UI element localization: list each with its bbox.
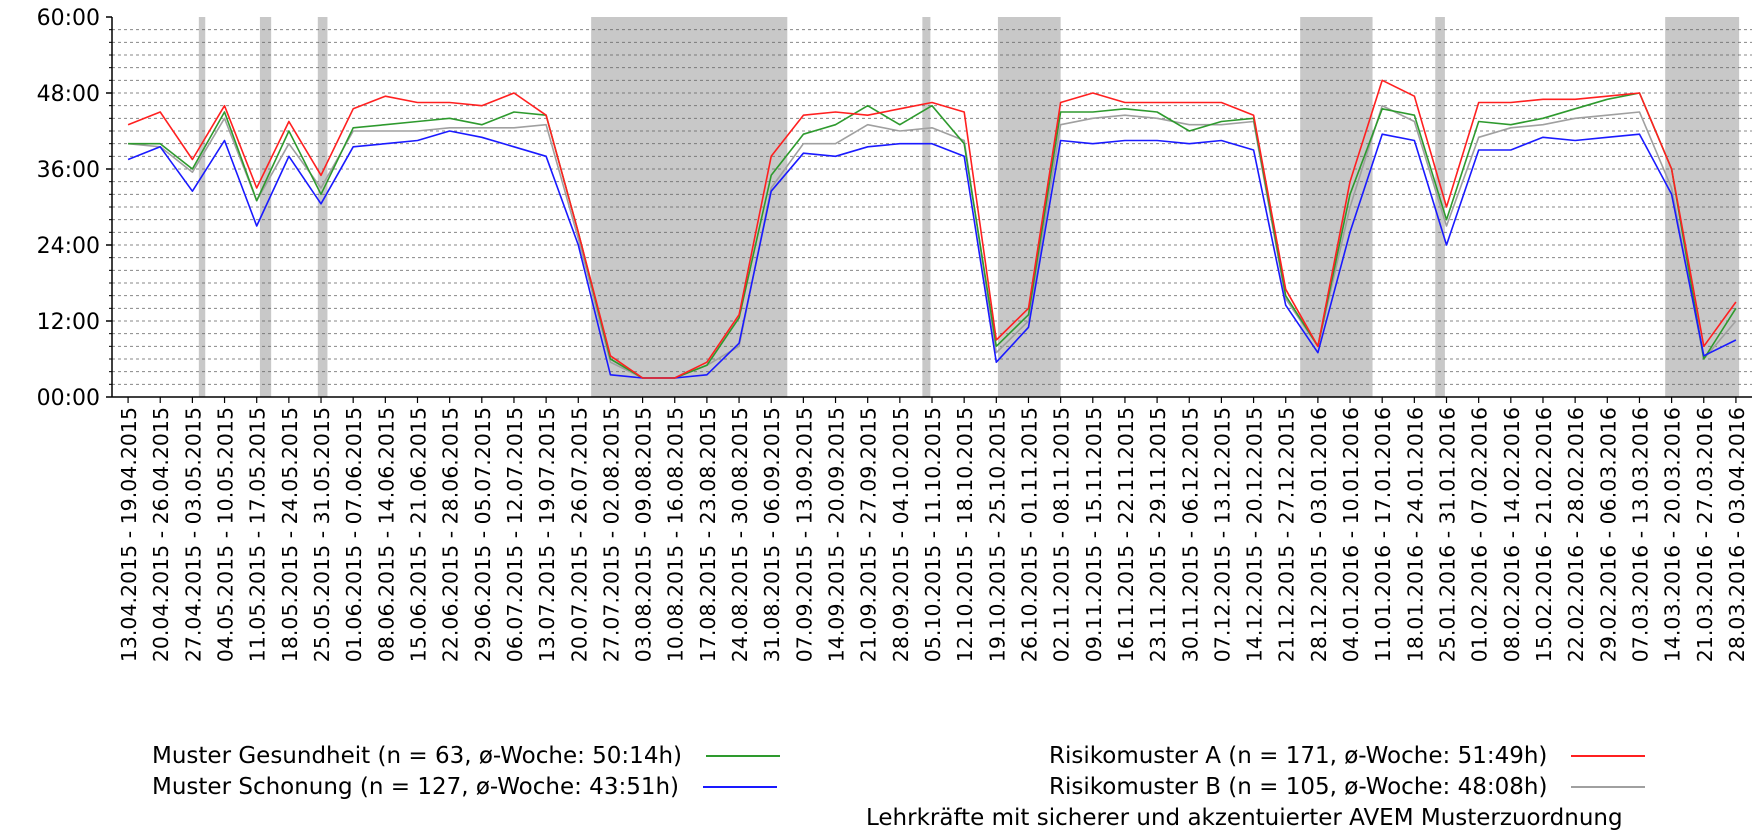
- x-tick-label: 18.05.2015 - 24.05.2015: [278, 407, 302, 662]
- x-tick-label: 09.11.2015 - 15.11.2015: [1082, 407, 1106, 662]
- x-tick-label: 22.06.2015 - 28.06.2015: [439, 407, 463, 662]
- x-tick-label: 01.06.2015 - 07.06.2015: [342, 407, 366, 662]
- x-tick-label: 13.07.2015 - 19.07.2015: [535, 407, 559, 662]
- y-tick-label: 00:00: [37, 386, 100, 411]
- x-tick-label: 13.04.2015 - 19.04.2015: [117, 407, 141, 662]
- x-tick-label: 12.10.2015 - 18.10.2015: [953, 407, 977, 662]
- footnote-text: Lehrkräfte mit sicherer und akzentuierte…: [866, 805, 1623, 831]
- x-tick-label: 21.09.2015 - 27.09.2015: [857, 407, 881, 662]
- x-tick-label: 11.01.2016 - 17.01.2016: [1371, 407, 1395, 662]
- x-tick-label: 28.03.2016 - 03.04.2016: [1725, 407, 1749, 662]
- x-tick-label: 10.08.2015 - 16.08.2015: [664, 407, 688, 662]
- y-tick-label: 12:00: [37, 310, 100, 335]
- x-tick-label: 02.11.2015 - 08.11.2015: [1050, 407, 1074, 662]
- x-tick-label: 27.07.2015 - 02.08.2015: [599, 407, 623, 662]
- x-tick-label: 03.08.2015 - 09.08.2015: [632, 407, 656, 662]
- legend-item-schonung: Muster Schonung (n = 127, ø-Woche: 43:51…: [152, 774, 778, 800]
- legend-item-risikomuster-b: Risikomuster B (n = 105, ø-Woche: 48:08h…: [1049, 774, 1646, 800]
- x-tick-label: 28.09.2015 - 04.10.2015: [889, 407, 913, 662]
- y-tick-label: 48:00: [37, 82, 100, 107]
- x-tick-label: 14.09.2015 - 20.09.2015: [825, 407, 849, 662]
- shaded-periods: [198, 17, 1740, 397]
- series-line: [128, 92, 1737, 379]
- legend-swatch: [1571, 755, 1646, 757]
- x-tick-label: 11.05.2015 - 17.05.2015: [246, 407, 270, 662]
- series-line: [127, 130, 1737, 379]
- x-tick-label: 06.07.2015 - 12.07.2015: [503, 407, 527, 662]
- x-tick-label: 19.10.2015 - 25.10.2015: [985, 407, 1009, 662]
- x-tick-label: 08.02.2016 - 14.02.2016: [1500, 407, 1524, 662]
- x-tick-label: 07.03.2016 - 13.03.2016: [1628, 407, 1652, 662]
- x-tick-label: 07.09.2015 - 13.09.2015: [792, 407, 816, 662]
- shaded-period: [922, 17, 931, 397]
- x-tick-label: 21.12.2015 - 27.12.2015: [1275, 407, 1299, 662]
- x-tick-label: 24.08.2015 - 30.08.2015: [728, 407, 752, 662]
- y-axis-ticks: 00:00 12:00 24:00 36:00 48:00 60:00: [37, 6, 112, 411]
- legend-swatch: [706, 755, 780, 757]
- x-tick-label: 20.07.2015 - 26.07.2015: [567, 407, 591, 662]
- x-tick-label: 16.11.2015 - 22.11.2015: [1114, 407, 1138, 662]
- legend-swatch: [703, 786, 778, 788]
- legend-item-gesundheit: Muster Gesundheit (n = 63, ø-Woche: 50:1…: [152, 743, 780, 769]
- x-tick-label: 21.03.2016 - 27.03.2016: [1693, 407, 1717, 662]
- x-tick-label: 07.12.2015 - 13.12.2015: [1210, 407, 1234, 662]
- legend-swatch: [1571, 786, 1646, 788]
- series-line: [127, 79, 1737, 379]
- x-tick-label: 05.10.2015 - 11.10.2015: [921, 407, 945, 662]
- x-tick-label: 01.02.2016 - 07.02.2016: [1468, 407, 1492, 662]
- x-tick-label: 17.08.2015 - 23.08.2015: [696, 407, 720, 662]
- x-tick-label: 20.04.2015 - 26.04.2015: [149, 407, 173, 662]
- x-tick-label: 04.05.2015 - 10.05.2015: [214, 407, 238, 662]
- x-tick-label: 25.01.2016 - 31.01.2016: [1436, 407, 1460, 662]
- x-tick-label: 14.03.2016 - 20.03.2016: [1661, 407, 1685, 662]
- x-tick-label: 25.05.2015 - 31.05.2015: [310, 407, 334, 662]
- legend-label: Risikomuster B (n = 105, ø-Woche: 48:08h…: [1049, 774, 1548, 800]
- series-line: [128, 104, 1737, 379]
- x-tick-label: 23.11.2015 - 29.11.2015: [1146, 407, 1170, 662]
- x-tick-label: 15.02.2016 - 21.02.2016: [1532, 407, 1556, 662]
- x-tick-label: 14.12.2015 - 20.12.2015: [1243, 407, 1267, 662]
- grid-lines: [112, 29, 1752, 385]
- legend-label: Muster Gesundheit (n = 63, ø-Woche: 50:1…: [152, 743, 682, 769]
- x-tick-label: 15.06.2015 - 21.06.2015: [406, 407, 430, 662]
- y-tick-label: 36:00: [37, 158, 100, 183]
- x-tick-label: 18.01.2016 - 24.01.2016: [1403, 407, 1427, 662]
- legend-item-risikomuster-a: Risikomuster A (n = 171, ø-Woche: 51:49h…: [1049, 743, 1646, 769]
- x-tick-label: 26.10.2015 - 01.11.2015: [1017, 407, 1041, 662]
- x-tick-label: 27.04.2015 - 03.05.2015: [181, 407, 205, 662]
- y-tick-label: 60:00: [37, 6, 100, 31]
- x-tick-label: 28.12.2015 - 03.01.2016: [1307, 407, 1331, 662]
- y-tick-label: 24:00: [37, 234, 100, 259]
- x-tick-label: 22.02.2016 - 28.02.2016: [1564, 407, 1588, 662]
- legend-label: Muster Schonung (n = 127, ø-Woche: 43:51…: [152, 774, 680, 800]
- x-axis-ticks: 13.04.2015 - 19.04.2015 20.04.2015 - 26.0…: [117, 397, 1749, 662]
- legend-footnote: Lehrkräfte mit sicherer und akzentuierte…: [866, 805, 1623, 831]
- legend-label: Risikomuster A (n = 171, ø-Woche: 51:49h…: [1049, 743, 1548, 769]
- series-lines: [127, 79, 1737, 379]
- x-tick-label: 08.06.2015 - 14.06.2015: [374, 407, 398, 662]
- x-tick-label: 29.06.2015 - 05.07.2015: [471, 407, 495, 662]
- x-tick-label: 31.08.2015 - 06.09.2015: [760, 407, 784, 662]
- x-tick-label: 04.01.2016 - 10.01.2016: [1339, 407, 1363, 662]
- x-tick-label: 29.02.2016 - 06.03.2016: [1596, 407, 1620, 662]
- x-tick-label: 30.11.2015 - 06.12.2015: [1178, 407, 1202, 662]
